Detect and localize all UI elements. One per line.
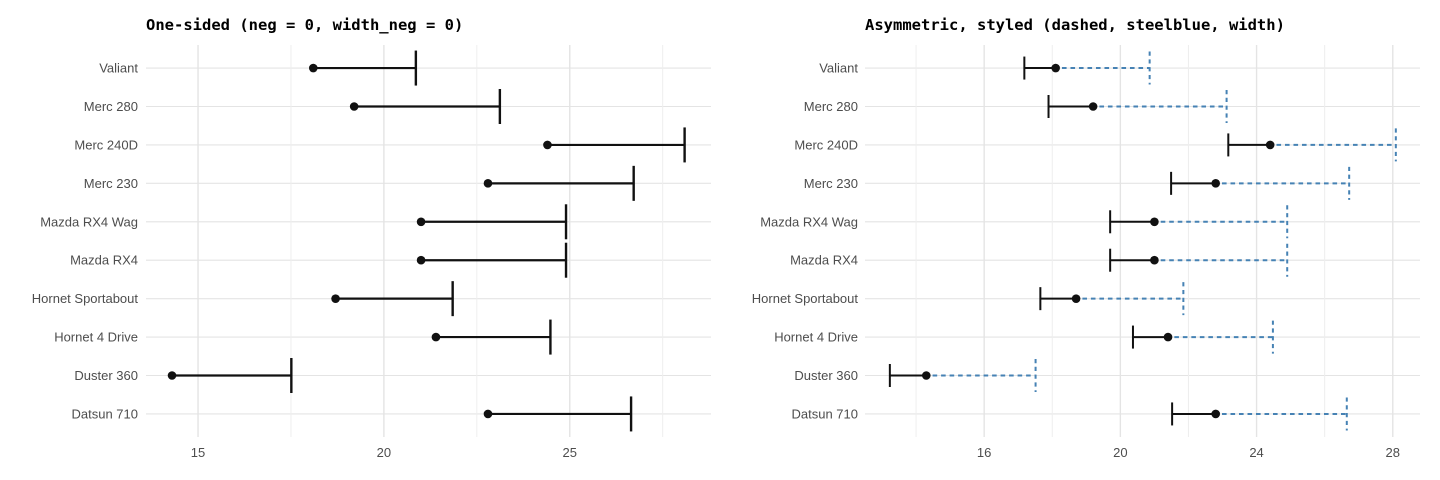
category-label: Mazda RX4 (70, 253, 138, 268)
data-point (331, 294, 340, 303)
category-label: Hornet Sportabout (32, 291, 139, 306)
category-label: Duster 360 (794, 368, 858, 383)
category-label: Merc 280 (84, 99, 138, 114)
data-point (1211, 179, 1221, 188)
data-point (1265, 140, 1275, 150)
x-tick-label: 25 (563, 445, 577, 460)
category-label: Mazda RX4 Wag (40, 214, 138, 229)
category-label: Merc 240D (74, 137, 138, 152)
chart-title-asymmetric: Asymmetric, styled (dashed, steelblue, w… (865, 16, 1285, 34)
data-point (483, 409, 493, 419)
chart-asymmetric-plot-area: Valiant Merc 280 Merc 240D Merc 230 Mazda RX… (752, 45, 1420, 460)
category-label: Datsun 710 (792, 406, 859, 421)
category-label: Merc 240D (794, 137, 858, 152)
data-point (1051, 63, 1060, 73)
chart-title-one-sided: One-sided (neg = 0, width_neg = 0) (146, 16, 464, 34)
category-label: Duster 360 (74, 368, 138, 383)
chart-one-sided-plot-area: Valiant Merc 280 Merc 240D Merc 230 Mazda RX… (32, 45, 711, 460)
data-point (1071, 294, 1081, 303)
data-point (349, 102, 359, 111)
category-label: Mazda RX4 Wag (760, 214, 858, 229)
x-tick-label: 16 (977, 445, 991, 460)
data-point (416, 217, 426, 227)
data-point (416, 255, 426, 265)
category-label: Merc 230 (804, 176, 858, 191)
x-tick-label: 28 (1386, 445, 1400, 460)
category-label: Datsun 710 (72, 406, 139, 421)
data-point (1150, 217, 1159, 227)
x-tick-label: 20 (377, 445, 391, 460)
category-label: Hornet Sportabout (752, 291, 859, 306)
data-point (431, 332, 441, 342)
category-label: Mazda RX4 (790, 253, 858, 268)
chart-asymmetric-panel: Valiant Merc 280 Merc 240D Merc 230 Mazda RX… (720, 0, 1440, 480)
x-tick-label: 15 (191, 445, 205, 460)
x-tick-label: 24 (1249, 445, 1263, 460)
data-point (1163, 332, 1173, 342)
data-point (543, 140, 552, 150)
data-point (483, 179, 493, 188)
category-label: Hornet 4 Drive (774, 330, 858, 345)
data-point (1088, 102, 1098, 111)
data-point (921, 371, 931, 380)
data-point (1150, 255, 1159, 265)
data-point (167, 371, 177, 380)
chart-one-sided-panel: Valiant Merc 280 Merc 240D Merc 230 Mazda RX… (32, 16, 711, 460)
category-label: Merc 230 (84, 176, 138, 191)
category-label: Merc 280 (804, 99, 858, 114)
category-label: Hornet 4 Drive (54, 330, 138, 345)
category-label: Valiant (99, 61, 138, 76)
data-point (1211, 409, 1221, 419)
x-tick-label: 20 (1113, 445, 1127, 460)
category-label: Valiant (819, 61, 858, 76)
data-point (308, 63, 318, 73)
